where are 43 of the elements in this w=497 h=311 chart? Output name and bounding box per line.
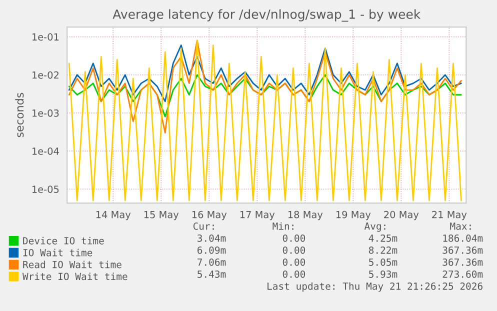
x-tick-label: 17 May bbox=[240, 211, 275, 220]
text: 367.36m bbox=[442, 246, 483, 254]
x-tick-label: 15 May bbox=[144, 211, 179, 220]
text: 5.93m bbox=[369, 270, 398, 278]
line-series bbox=[68, 40, 462, 134]
text: 0.00 bbox=[282, 234, 306, 242]
text: 5.43m bbox=[198, 270, 226, 278]
legend-label: Device IO time bbox=[23, 236, 104, 244]
y-axis-title: seconds bbox=[15, 92, 24, 138]
x-tick-label: 16 May bbox=[192, 210, 227, 220]
text: 4.25m bbox=[368, 234, 398, 242]
legend-label: Read IO Wait time bbox=[23, 260, 122, 268]
legend-label: IO Wait time bbox=[23, 248, 92, 256]
text: 6.09m bbox=[198, 246, 226, 254]
text: 8.22m bbox=[368, 246, 398, 254]
text: 5.05m bbox=[369, 258, 398, 266]
x-tick-label: 19 May bbox=[336, 210, 371, 220]
text: 3.04m bbox=[198, 234, 226, 242]
text: 7.06m bbox=[198, 258, 226, 266]
y-tick-label: 1e-01 bbox=[32, 33, 59, 41]
y-tick-label: 1e-05 bbox=[32, 186, 59, 193]
text: 0.00 bbox=[282, 258, 306, 266]
text: Cur: bbox=[193, 222, 214, 230]
text: 0.00 bbox=[282, 246, 306, 254]
y-tick-label: 1e-03 bbox=[32, 109, 59, 117]
text: 367.36m bbox=[442, 258, 483, 266]
x-tick-label: 21 May bbox=[432, 210, 467, 220]
text: Min: bbox=[272, 222, 294, 230]
text: 0.00 bbox=[282, 270, 306, 278]
text: Last update: Thu May 21 21:26:25 2026 bbox=[268, 282, 482, 292]
line-series bbox=[68, 44, 462, 102]
x-tick-label: 20 May bbox=[384, 210, 419, 220]
y-tick-label: 1e-02 bbox=[32, 71, 58, 79]
text: Max: bbox=[450, 222, 471, 230]
legend-label: Write IO Wait time bbox=[22, 272, 128, 280]
text: 273.60m bbox=[442, 270, 483, 278]
y-tick-label: 1e-04 bbox=[32, 148, 59, 155]
text: 186.04m bbox=[443, 234, 483, 242]
text: Avg: bbox=[364, 222, 386, 232]
chart-title: Average latency for /dev/nlnog/swap_1 - by week bbox=[112, 9, 421, 22]
line-series bbox=[68, 40, 462, 202]
x-tick-label: 18 May bbox=[288, 210, 323, 220]
x-tick-label: 14 May bbox=[96, 211, 131, 220]
